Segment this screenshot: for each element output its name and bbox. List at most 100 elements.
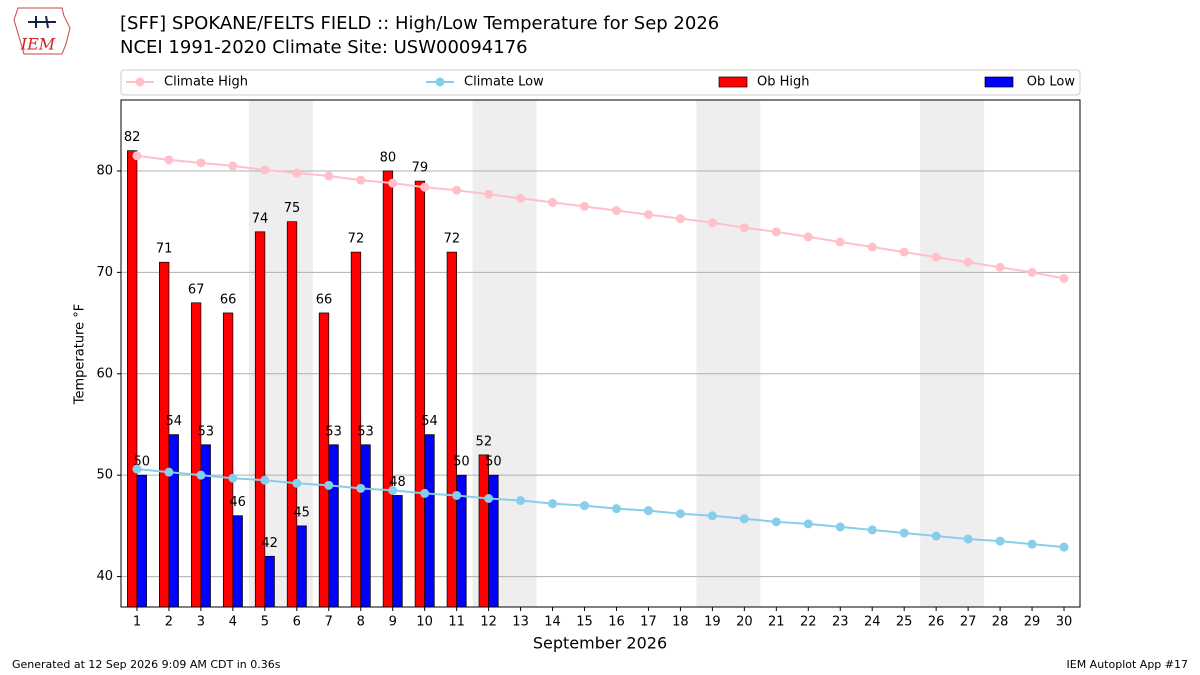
bar bbox=[296, 525, 307, 608]
data-label: 72 bbox=[348, 232, 365, 247]
data-label: 53 bbox=[197, 424, 214, 439]
x-tick-label: 25 bbox=[896, 615, 913, 630]
logo-icon bbox=[28, 15, 56, 29]
bar bbox=[424, 434, 435, 608]
x-tick-label: 2 bbox=[165, 615, 173, 630]
data-label: 46 bbox=[229, 495, 246, 510]
bar bbox=[328, 444, 339, 608]
bar bbox=[200, 444, 211, 608]
data-label: 72 bbox=[444, 232, 461, 247]
data-label: 50 bbox=[485, 455, 502, 470]
x-tick-label: 29 bbox=[1024, 615, 1041, 630]
point bbox=[803, 519, 813, 529]
x-tick-label: 21 bbox=[768, 615, 785, 630]
data-label: 54 bbox=[165, 414, 182, 429]
y-axis-label: Temperature °F bbox=[73, 304, 88, 405]
point bbox=[452, 185, 462, 195]
point bbox=[835, 237, 845, 247]
point bbox=[1059, 542, 1069, 552]
x-tick-label: 13 bbox=[512, 615, 529, 630]
x-tick-label: 27 bbox=[960, 615, 977, 630]
point bbox=[739, 514, 749, 524]
point bbox=[292, 168, 302, 178]
x-tick-label: 23 bbox=[832, 615, 849, 630]
data-label: 82 bbox=[124, 130, 141, 145]
chart-subtitle: NCEI 1991-2020 Climate Site: USW00094176 bbox=[120, 37, 528, 58]
bar bbox=[222, 312, 234, 608]
point bbox=[388, 178, 398, 188]
x-tick-label: 22 bbox=[800, 615, 817, 630]
y-tick-label: 80 bbox=[96, 163, 113, 178]
x-tick-label: 26 bbox=[928, 615, 945, 630]
point bbox=[548, 499, 558, 509]
x-tick-label: 14 bbox=[544, 615, 561, 630]
point bbox=[931, 531, 941, 541]
x-tick-label: 20 bbox=[736, 615, 753, 630]
legend-swatch bbox=[435, 77, 445, 87]
bar bbox=[286, 221, 298, 608]
bar bbox=[414, 180, 426, 608]
x-tick-label: 4 bbox=[229, 615, 237, 630]
point bbox=[580, 201, 590, 211]
data-label: 74 bbox=[252, 211, 269, 226]
data-label: 75 bbox=[284, 201, 301, 216]
x-tick-label: 19 bbox=[704, 615, 721, 630]
y-tick-label: 70 bbox=[96, 265, 113, 280]
x-tick-label: 3 bbox=[197, 615, 205, 630]
data-label: 53 bbox=[325, 424, 342, 439]
data-label: 42 bbox=[261, 536, 278, 551]
x-tick-label: 24 bbox=[864, 615, 881, 630]
legend-swatch bbox=[135, 77, 145, 87]
point bbox=[580, 501, 590, 511]
legend-swatch bbox=[718, 76, 748, 88]
point bbox=[196, 158, 206, 168]
point bbox=[643, 506, 653, 516]
x-tick-label: 6 bbox=[293, 615, 301, 630]
legend-swatch bbox=[984, 76, 1014, 88]
legend-label: Climate High bbox=[164, 75, 248, 90]
data-label: 67 bbox=[188, 282, 205, 297]
bar bbox=[127, 150, 138, 608]
weekend-shade bbox=[696, 100, 761, 607]
point bbox=[739, 223, 749, 233]
point bbox=[516, 496, 526, 506]
y-tick-label: 60 bbox=[96, 366, 113, 381]
point bbox=[548, 197, 558, 207]
point bbox=[995, 536, 1005, 546]
point bbox=[164, 467, 174, 477]
point bbox=[516, 193, 526, 203]
bar bbox=[446, 251, 457, 608]
data-label: 79 bbox=[412, 161, 429, 176]
point bbox=[132, 464, 142, 474]
x-tick-label: 8 bbox=[357, 615, 365, 630]
data-label: 80 bbox=[380, 150, 397, 165]
data-label: 54 bbox=[421, 414, 438, 429]
point bbox=[260, 475, 270, 485]
point bbox=[228, 473, 238, 483]
bar bbox=[478, 454, 489, 608]
data-label: 52 bbox=[476, 434, 493, 449]
data-label: 66 bbox=[316, 292, 333, 307]
x-tick-label: 11 bbox=[448, 615, 465, 630]
line bbox=[136, 154, 1065, 280]
point bbox=[356, 483, 366, 493]
logo: IEM bbox=[13, 7, 71, 55]
point bbox=[707, 511, 717, 521]
bar bbox=[318, 312, 330, 608]
point bbox=[931, 252, 941, 262]
data-label: 53 bbox=[357, 424, 374, 439]
data-label: 45 bbox=[293, 505, 310, 520]
footer-right: IEM Autoplot App #17 bbox=[1067, 658, 1189, 671]
legend-label: Ob Low bbox=[1027, 75, 1076, 90]
bar bbox=[159, 261, 170, 608]
point bbox=[611, 206, 621, 216]
x-tick-label: 9 bbox=[389, 615, 397, 630]
bar bbox=[168, 434, 179, 608]
x-tick-label: 18 bbox=[672, 615, 689, 630]
point bbox=[292, 478, 302, 488]
bar bbox=[392, 495, 403, 608]
point bbox=[963, 257, 973, 267]
legend-label: Ob High bbox=[757, 75, 810, 90]
footer-left: Generated at 12 Sep 2026 9:09 AM CDT in … bbox=[12, 658, 281, 671]
point bbox=[324, 171, 334, 181]
